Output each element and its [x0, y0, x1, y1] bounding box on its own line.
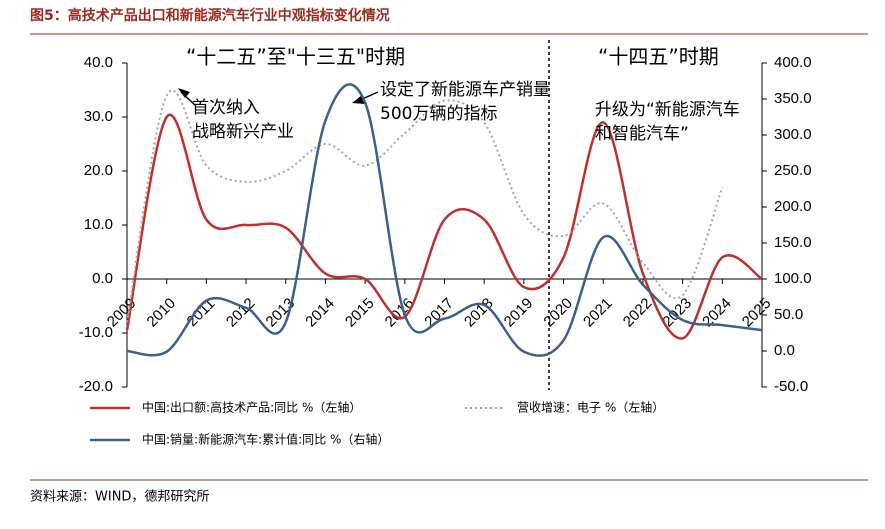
annotation: 设定了新能源车产销量: [380, 80, 550, 100]
y-tick-label: -20.0: [79, 378, 113, 395]
x-tick-label: 2015: [342, 295, 378, 331]
y2-tick-label: -50.0: [774, 378, 808, 395]
y-tick-label: 30.0: [84, 108, 113, 125]
x-tick-label: 2014: [302, 295, 338, 331]
y2-tick-label: 300.0: [774, 126, 812, 143]
y2-tick-label: 150.0: [774, 234, 812, 251]
x-tick-label: 2019: [501, 295, 537, 331]
x-tick-label: 2017: [421, 295, 457, 331]
legend-label: 中国:销量:新能源汽车:累计值:同比 %（右轴）: [142, 432, 389, 447]
y2-tick-label: 400.0: [774, 54, 812, 71]
annotation: 500万辆的指标: [380, 104, 497, 124]
chart-title: 图5：高技术产品出口和新能源汽车行业中观指标变化情况: [30, 7, 390, 24]
series-line: [125, 113, 763, 340]
x-tick-label: 2018: [461, 295, 497, 331]
arrowhead: [178, 88, 190, 98]
y-tick-label: 10.0: [84, 216, 113, 233]
x-tick-label: 2025: [739, 295, 775, 331]
x-tick-label: 2021: [580, 295, 616, 331]
series-line: [126, 89, 724, 323]
y2-tick-label: 200.0: [774, 198, 812, 215]
y2-tick-label: 350.0: [774, 90, 812, 107]
legend-label: 中国:出口额:高技术产品:同比 %（左轴）: [142, 400, 361, 415]
y-tick-label: 0.0: [92, 270, 113, 287]
x-tick-label: 2009: [104, 295, 140, 331]
series-line: [126, 83, 763, 357]
x-tick-label: 2022: [620, 295, 656, 331]
annotation: “十二五”至"十三五"时期: [186, 45, 405, 69]
y-tick-label: 20.0: [84, 162, 113, 179]
y2-tick-label: 250.0: [774, 162, 812, 179]
annotation: 战略新兴产业: [192, 122, 294, 142]
y2-tick-label: 50.0: [774, 306, 803, 323]
x-tick-label: 2010: [144, 295, 180, 331]
y2-tick-label: 100.0: [774, 270, 812, 287]
x-tick-label: 2011: [184, 295, 219, 330]
y-tick-label: 40.0: [84, 54, 113, 71]
legend-label: 营收增速：电子 %（左轴）: [517, 400, 664, 415]
annotation: 首次纳入: [192, 98, 260, 118]
y2-tick-label: 0.0: [774, 342, 795, 359]
source: 资料来源：WIND，德邦研究所: [30, 490, 209, 505]
annotation: “十四五”时期: [598, 45, 719, 69]
annotation: 和智能汽车”: [595, 124, 689, 144]
y-tick-label: -10.0: [79, 324, 113, 341]
annotation: 升级为“新能源汽车: [595, 100, 740, 120]
